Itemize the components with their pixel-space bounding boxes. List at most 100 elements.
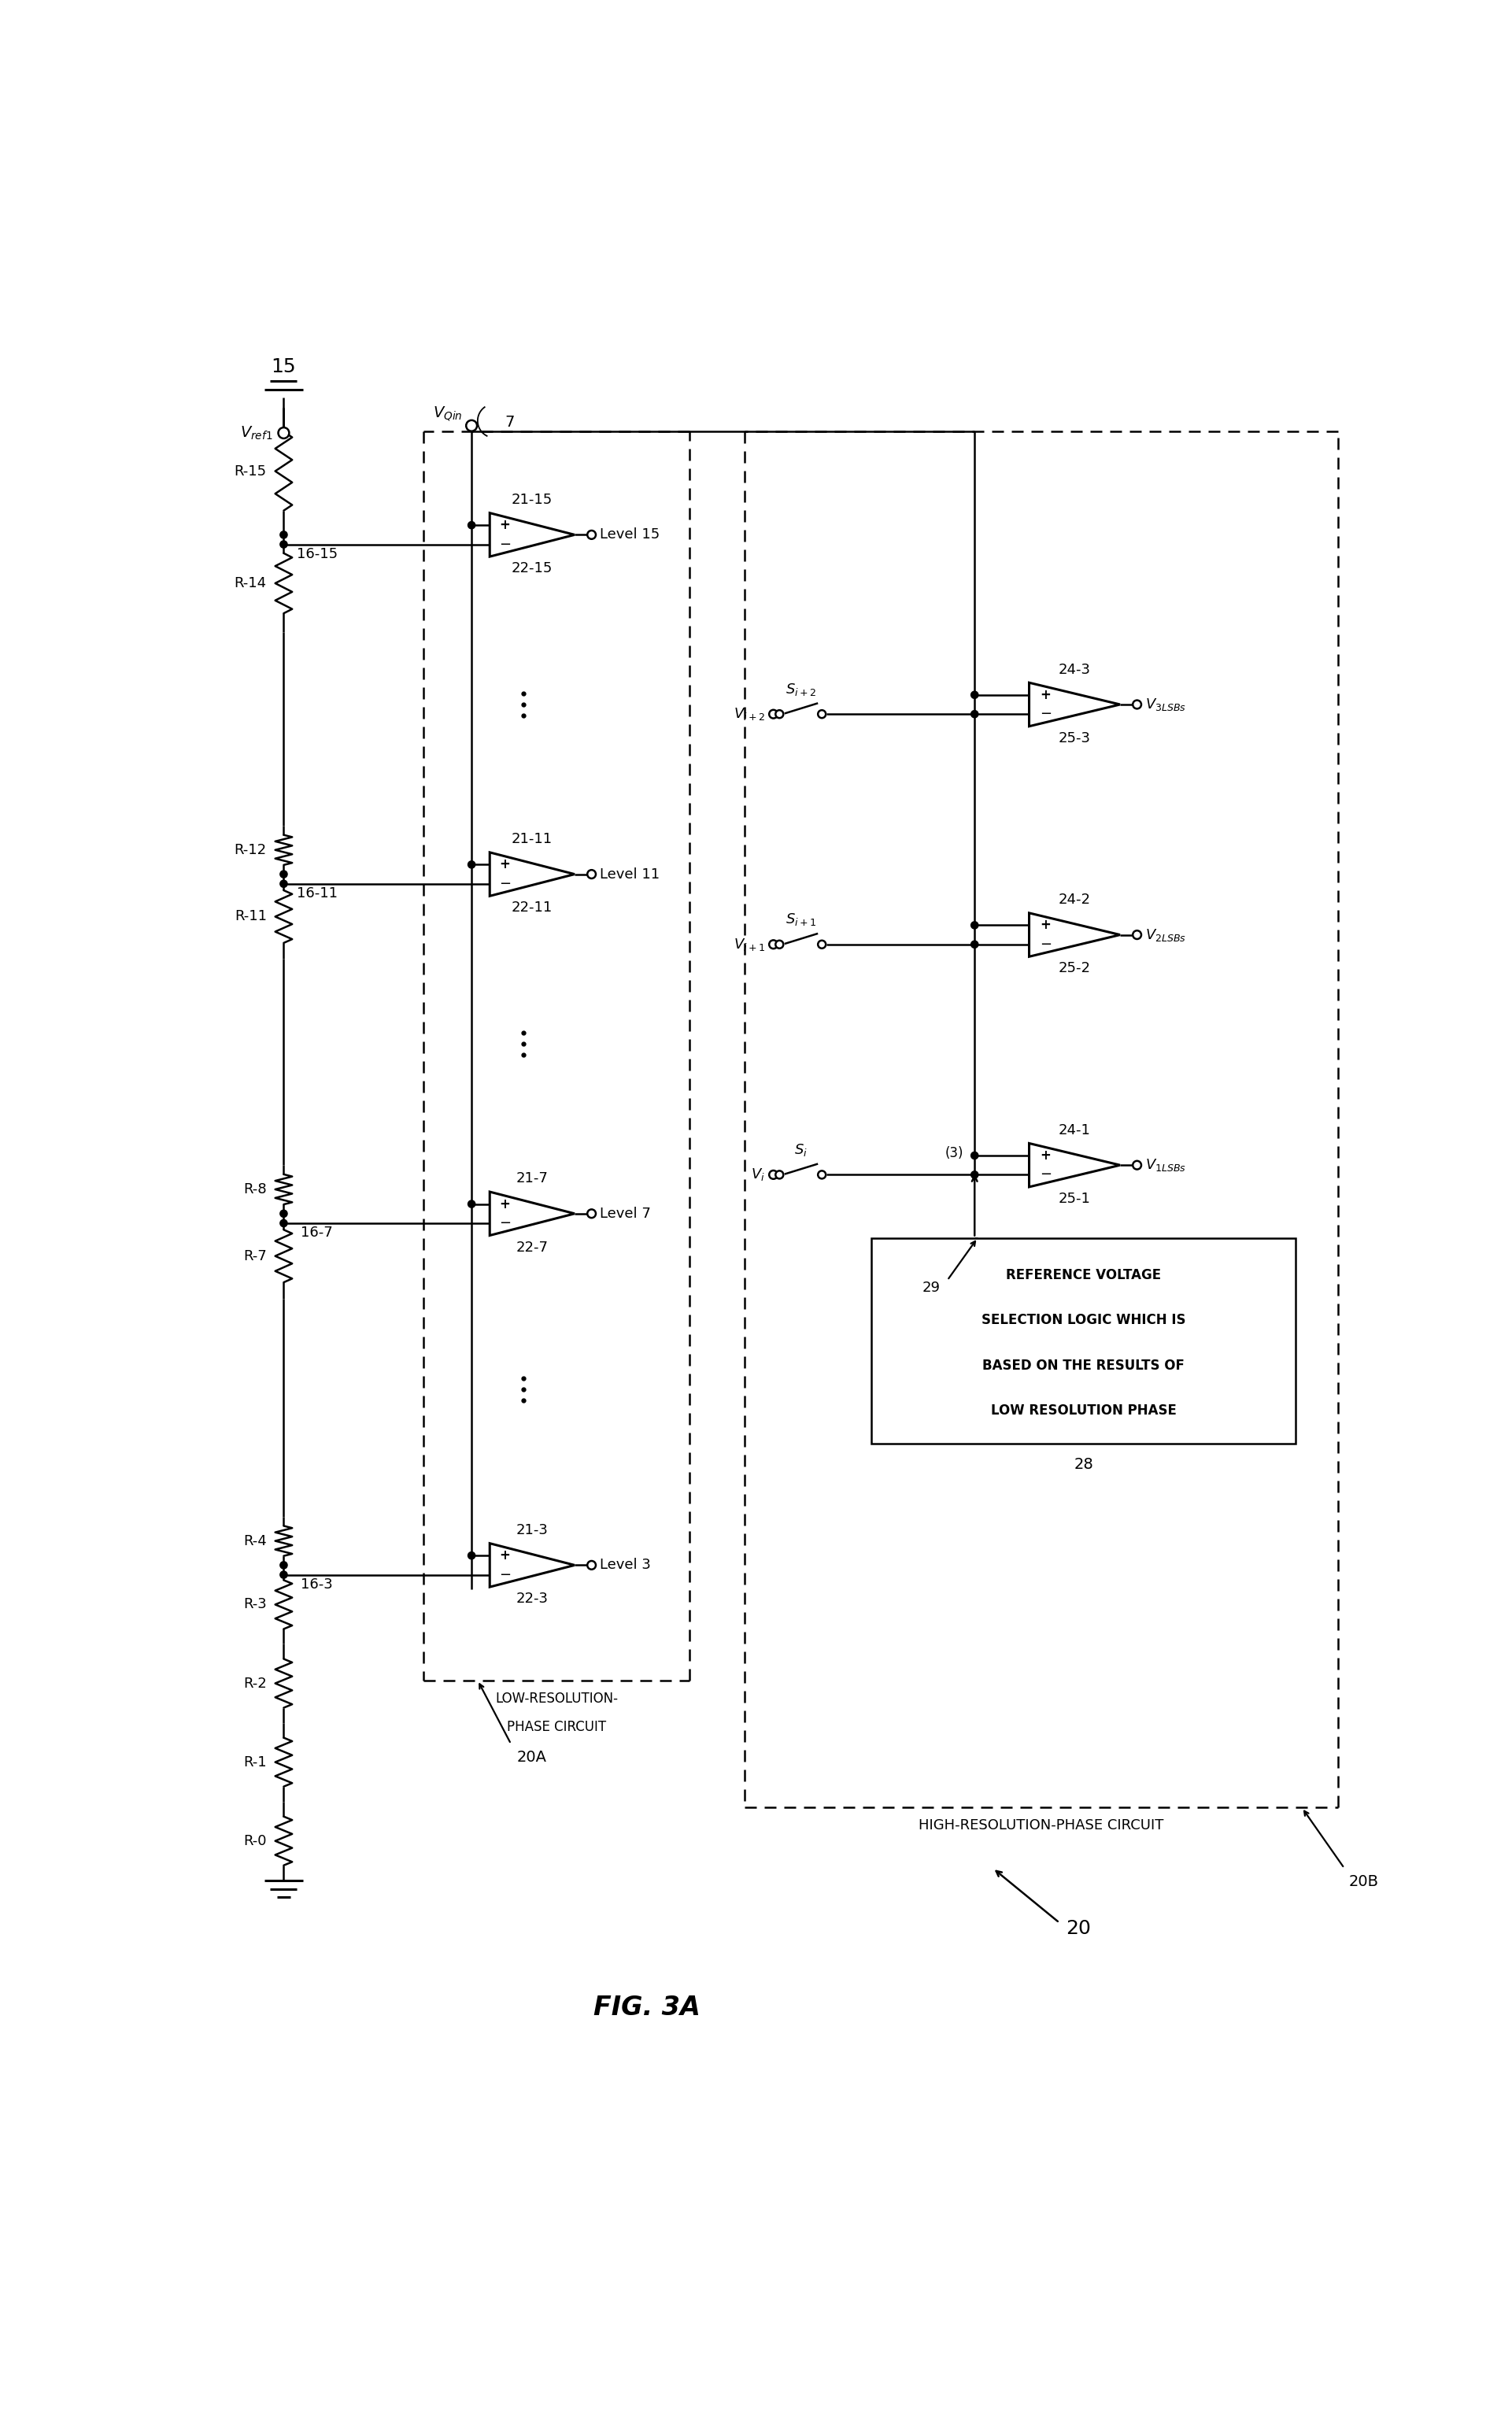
Text: −: − <box>1040 936 1051 951</box>
Text: Level 15: Level 15 <box>600 529 661 541</box>
Text: 24-1: 24-1 <box>1058 1123 1090 1138</box>
Text: −: − <box>499 876 511 890</box>
Text: 22-15: 22-15 <box>511 560 553 575</box>
Circle shape <box>1132 932 1142 939</box>
Circle shape <box>776 1172 783 1179</box>
Text: PHASE CIRCUIT: PHASE CIRCUIT <box>507 1720 606 1735</box>
Text: +: + <box>499 856 511 871</box>
Text: 22-7: 22-7 <box>516 1240 549 1254</box>
Text: +: + <box>499 519 511 531</box>
Circle shape <box>971 1172 978 1179</box>
Text: $V_{1LSBs}$: $V_{1LSBs}$ <box>1146 1157 1187 1174</box>
Circle shape <box>280 541 287 548</box>
Text: R-4: R-4 <box>243 1533 266 1548</box>
Text: 22-11: 22-11 <box>511 900 553 915</box>
Circle shape <box>280 871 287 878</box>
Text: $S_{i+1}$: $S_{i+1}$ <box>785 912 816 927</box>
Circle shape <box>776 711 783 718</box>
Text: $S_{i+2}$: $S_{i+2}$ <box>785 682 816 696</box>
Text: 21-3: 21-3 <box>516 1524 549 1538</box>
Circle shape <box>467 522 475 529</box>
Circle shape <box>467 1553 475 1560</box>
Text: 16-15: 16-15 <box>296 548 337 560</box>
Text: LOW-RESOLUTION-: LOW-RESOLUTION- <box>494 1691 618 1705</box>
Text: R-15: R-15 <box>234 463 266 478</box>
Circle shape <box>587 531 596 539</box>
Circle shape <box>280 1220 287 1228</box>
Text: +: + <box>1040 917 1051 932</box>
Circle shape <box>770 711 777 718</box>
Text: R-7: R-7 <box>243 1249 266 1264</box>
Text: 20: 20 <box>1066 1919 1090 1938</box>
Text: −: − <box>499 536 511 551</box>
Text: $V_i$: $V_i$ <box>751 1167 765 1181</box>
Text: 24-3: 24-3 <box>1058 662 1090 677</box>
Text: 25-3: 25-3 <box>1058 730 1090 745</box>
Text: +: + <box>499 1196 511 1211</box>
Circle shape <box>971 691 978 699</box>
Circle shape <box>971 1152 978 1160</box>
Circle shape <box>770 1169 777 1179</box>
Circle shape <box>770 941 777 949</box>
Text: HIGH-RESOLUTION-PHASE CIRCUIT: HIGH-RESOLUTION-PHASE CIRCUIT <box>919 1820 1164 1832</box>
Text: $V_{Qin}$: $V_{Qin}$ <box>432 405 463 422</box>
Text: Level 3: Level 3 <box>600 1557 652 1572</box>
Text: +: + <box>499 1548 511 1562</box>
Text: +: + <box>1040 1147 1051 1162</box>
Text: 20B: 20B <box>1349 1875 1379 1890</box>
Text: $V_{3LSBs}$: $V_{3LSBs}$ <box>1146 696 1187 713</box>
Text: 16-11: 16-11 <box>296 885 337 900</box>
Circle shape <box>587 871 596 878</box>
Text: 16-7: 16-7 <box>301 1225 333 1240</box>
Text: R-14: R-14 <box>234 577 266 590</box>
Text: −: − <box>1040 706 1051 721</box>
Text: 16-3: 16-3 <box>301 1577 333 1591</box>
Text: R-11: R-11 <box>234 910 266 924</box>
Text: 28: 28 <box>1074 1458 1093 1473</box>
Circle shape <box>776 941 783 949</box>
Circle shape <box>818 941 826 949</box>
Text: 21-11: 21-11 <box>511 832 553 847</box>
Text: 29: 29 <box>922 1281 940 1295</box>
Text: 21-15: 21-15 <box>511 492 553 507</box>
Circle shape <box>280 1572 287 1579</box>
Text: $V_{2LSBs}$: $V_{2LSBs}$ <box>1146 927 1187 944</box>
Text: −: − <box>499 1567 511 1582</box>
Circle shape <box>467 1201 475 1208</box>
Circle shape <box>818 711 826 718</box>
Text: 25-1: 25-1 <box>1058 1191 1090 1206</box>
Circle shape <box>280 1211 287 1218</box>
Circle shape <box>971 941 978 949</box>
Text: −: − <box>1040 1167 1051 1181</box>
Text: 21-7: 21-7 <box>516 1172 549 1186</box>
Text: −: − <box>499 1215 511 1230</box>
Text: +: + <box>1040 689 1051 701</box>
Text: 15: 15 <box>271 357 296 376</box>
Circle shape <box>818 1172 826 1179</box>
Circle shape <box>1132 1162 1142 1169</box>
Circle shape <box>278 427 289 439</box>
Text: REFERENCE VOLTAGE: REFERENCE VOLTAGE <box>1005 1269 1161 1281</box>
Text: SELECTION LOGIC WHICH IS: SELECTION LOGIC WHICH IS <box>981 1312 1185 1327</box>
Text: 7: 7 <box>505 415 514 429</box>
Text: R-12: R-12 <box>234 842 266 856</box>
Text: R-0: R-0 <box>243 1834 266 1849</box>
Bar <box>871 1237 1296 1443</box>
Circle shape <box>280 1562 287 1570</box>
Text: $V_{ref1}$: $V_{ref1}$ <box>240 425 272 442</box>
Text: 22-3: 22-3 <box>516 1591 549 1606</box>
Text: Level 7: Level 7 <box>600 1206 652 1220</box>
Circle shape <box>971 922 978 929</box>
Text: 20A: 20A <box>517 1749 547 1766</box>
Text: FIG. 3A: FIG. 3A <box>594 1994 700 2021</box>
Circle shape <box>1132 701 1142 708</box>
Circle shape <box>971 711 978 718</box>
Text: $V_{i+2}$: $V_{i+2}$ <box>733 706 765 723</box>
Text: 25-2: 25-2 <box>1058 961 1090 975</box>
Circle shape <box>466 420 476 432</box>
Circle shape <box>587 1560 596 1570</box>
Text: 24-2: 24-2 <box>1058 893 1090 907</box>
Text: $S_i$: $S_i$ <box>794 1143 807 1157</box>
Text: BASED ON THE RESULTS OF: BASED ON THE RESULTS OF <box>983 1359 1185 1373</box>
Text: LOW RESOLUTION PHASE: LOW RESOLUTION PHASE <box>990 1405 1176 1419</box>
